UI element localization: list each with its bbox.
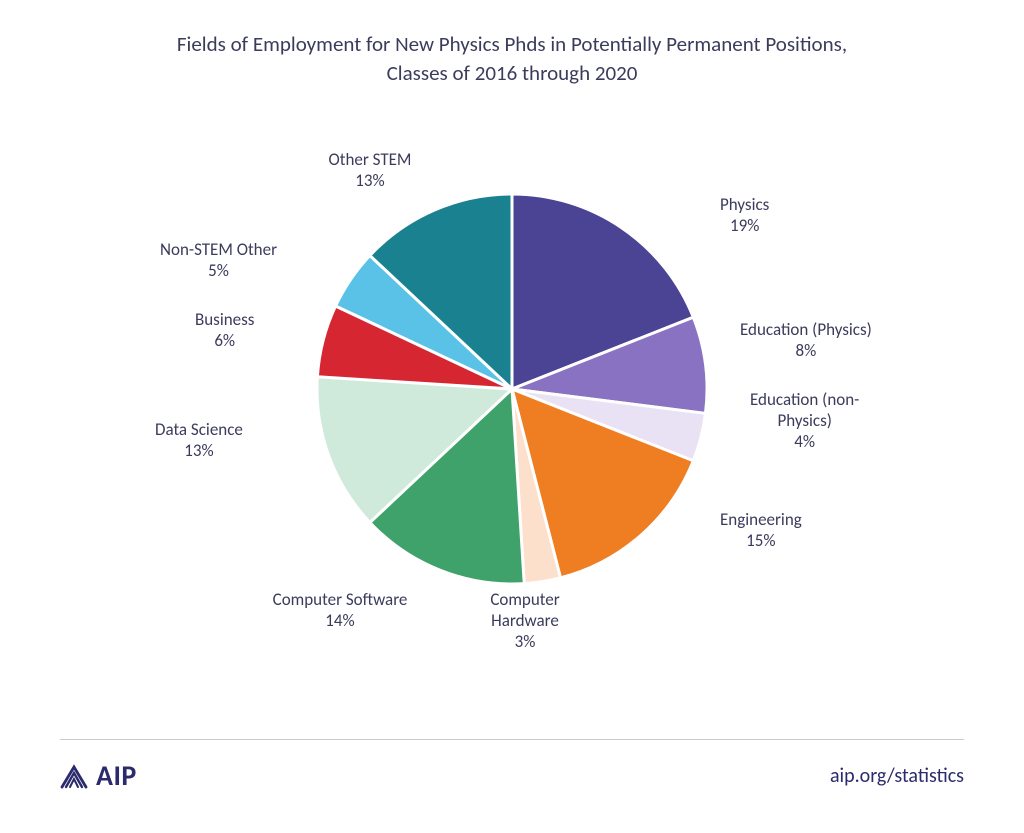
footer: AIP aip.org/statistics xyxy=(60,739,964,793)
slice-label-text: Computer xyxy=(490,589,559,610)
slice-label-pct: 13% xyxy=(329,170,412,191)
aip-logo: AIP xyxy=(60,758,137,793)
slice-label-pct: 4% xyxy=(750,431,859,452)
slice-label-text: Physics xyxy=(720,194,769,215)
slice-label-text: Engineering xyxy=(720,509,802,530)
slice-label: Data Science13% xyxy=(155,419,243,462)
slice-label-text: Physics) xyxy=(750,410,859,431)
footer-link[interactable]: aip.org/statistics xyxy=(830,764,964,788)
chart-title: Fields of Employment for New Physics Phd… xyxy=(60,30,964,89)
slice-label: ComputerHardware3% xyxy=(490,589,559,653)
slice-label-pct: 15% xyxy=(720,530,802,551)
slice-label: Engineering15% xyxy=(720,509,802,552)
slice-label-pct: 19% xyxy=(720,215,769,236)
slice-label-text: Non-STEM Other xyxy=(160,239,277,260)
slice-label-pct: 6% xyxy=(195,330,254,351)
pie-chart-area: Physics19%Education (Physics)8%Education… xyxy=(60,109,964,669)
slice-label: Other STEM13% xyxy=(329,149,412,192)
slice-label: Non-STEM Other5% xyxy=(160,239,277,282)
slice-label-text: Hardware xyxy=(490,610,559,631)
slice-label-pct: 13% xyxy=(155,440,243,461)
slice-label: Physics19% xyxy=(720,194,769,237)
logo-mark-icon xyxy=(60,763,90,789)
title-line-2: Classes of 2016 through 2020 xyxy=(387,60,638,86)
slice-label-text: Education (Physics) xyxy=(740,319,872,340)
title-line-1: Fields of Employment for New Physics Phd… xyxy=(177,31,847,57)
slice-label-text: Data Science xyxy=(155,419,243,440)
logo-text: AIP xyxy=(96,758,137,793)
slice-label: Business6% xyxy=(195,309,254,352)
slice-label-pct: 3% xyxy=(490,631,559,652)
slice-label-text: Business xyxy=(195,309,254,330)
slice-label: Education (non-Physics)4% xyxy=(750,389,859,453)
pie-chart xyxy=(312,189,712,589)
slice-label: Education (Physics)8% xyxy=(740,319,872,362)
slice-label-text: Other STEM xyxy=(329,149,412,170)
slice-label-pct: 8% xyxy=(740,340,872,361)
slice-label-pct: 5% xyxy=(160,260,277,281)
slice-label-text: Education (non- xyxy=(750,389,859,410)
slice-label-text: Computer Software xyxy=(273,589,408,610)
slice-label-pct: 14% xyxy=(273,610,408,631)
slice-label: Computer Software14% xyxy=(273,589,408,632)
